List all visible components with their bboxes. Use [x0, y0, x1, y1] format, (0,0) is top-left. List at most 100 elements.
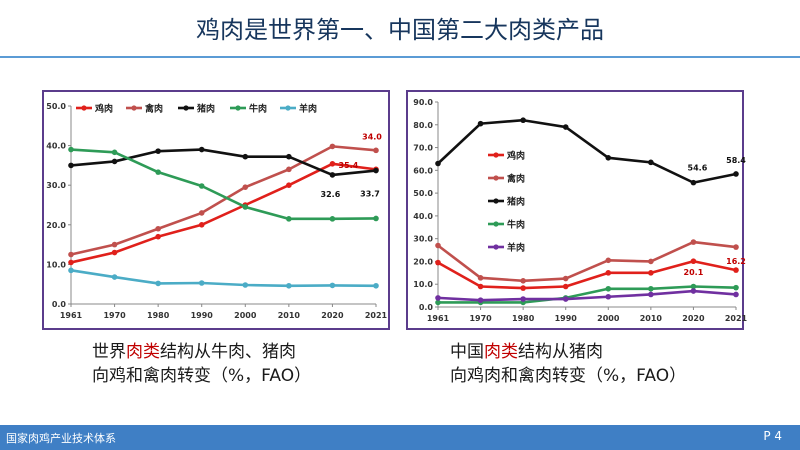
data-point [648, 159, 654, 166]
y-tick-label: 20.0 [413, 257, 433, 266]
data-point [242, 184, 249, 190]
data-point [329, 282, 336, 289]
data-point [242, 282, 249, 288]
caption-line-1: 世界肉类结构从牛肉、猪肉 [92, 340, 311, 364]
data-label: 33.7 [360, 190, 380, 199]
y-tick-label: 50.0 [413, 189, 433, 198]
legend-marker [493, 198, 499, 204]
caption-highlight: 肉类 [484, 342, 518, 362]
data-point [605, 270, 612, 276]
data-point [648, 285, 654, 292]
data-point [605, 155, 612, 161]
data-point [605, 257, 612, 264]
series-line-1 [437, 259, 737, 290]
data-point [373, 167, 379, 174]
data-point [155, 233, 161, 240]
data-point [733, 284, 739, 291]
data-point [111, 249, 118, 256]
china-meat-chart: 0.0 10.0 20.0 30.0 40.0 50.0 60.0 70.0 80.0 90.0 1… [406, 90, 748, 330]
legend-label: 禽肉 [144, 103, 163, 115]
data-point [111, 274, 118, 280]
legend-label: 牛肉 [507, 219, 525, 231]
x-tick-label: 2000 [597, 314, 620, 323]
y-tick-label: 80.0 [413, 121, 433, 130]
caption-line-2: 向鸡肉和禽肉转变（%，FAO） [450, 366, 687, 386]
x-tick-label: 2010 [640, 314, 663, 323]
data-point [286, 216, 292, 222]
data-point [562, 124, 569, 130]
legend-marker [493, 221, 499, 227]
data-point [286, 182, 292, 188]
caption-line-2: 向鸡和禽肉转变（%，FAO） [92, 366, 312, 386]
data-point [68, 146, 74, 153]
y-tick-label: 40.0 [46, 142, 66, 151]
y-tick-label: 90.0 [413, 98, 433, 107]
series-line-2 [70, 145, 377, 256]
series-line-3 [70, 148, 377, 177]
footer-bar: 国家肉鸡产业技术体系 P 4 [0, 425, 800, 450]
x-tick-label: 2000 [234, 311, 257, 320]
world-meat-chart-svg: 0.0 10.0 20.0 30.0 40.0 50.0 1961 1970 1980 1990 2… [46, 102, 388, 320]
data-point [198, 222, 205, 228]
caption-text: 结构从牛肉、猪肉 [160, 342, 296, 362]
series-line-2 [437, 240, 737, 283]
legend-marker [235, 105, 241, 111]
data-point [286, 166, 292, 173]
x-tick-label: 2010 [278, 311, 301, 320]
y-tick-label: 0.0 [52, 300, 67, 309]
world-chart-caption: 世界肉类结构从牛肉、猪肉 向鸡和禽肉转变（%，FAO） [92, 340, 311, 388]
caption-text: 世界 [92, 342, 126, 362]
data-point [733, 291, 739, 298]
x-tick-label: 1990 [555, 314, 578, 323]
y-tick-label: 60.0 [413, 166, 433, 175]
data-point [435, 259, 441, 266]
data-point [329, 216, 336, 222]
data-point [477, 283, 484, 290]
x-tick-label: 1970 [469, 314, 492, 323]
caption-text: 结构从猪肉 [518, 342, 603, 362]
legend-label: 猪肉 [506, 196, 525, 208]
x-tick-label: 2020 [682, 314, 705, 323]
data-point [155, 169, 161, 175]
legend-label: 鸡肉 [94, 103, 113, 115]
data-point [733, 267, 739, 273]
data-label: 32.6 [321, 190, 341, 199]
data-point [690, 179, 697, 186]
series-line-4 [438, 285, 737, 304]
legend-label: 羊肉 [507, 242, 525, 254]
data-point [329, 161, 336, 167]
data-point [373, 282, 379, 289]
data-point [68, 267, 74, 274]
legend-marker [493, 244, 499, 250]
data-point [329, 172, 336, 178]
x-tick-label: 1961 [427, 314, 450, 323]
world-meat-chart: 0.0 10.0 20.0 30.0 40.0 50.0 1961 1970 1980 1990 2… [42, 90, 390, 330]
data-point [68, 259, 74, 266]
caption-highlight: 肉类 [126, 342, 160, 362]
data-point [435, 299, 441, 306]
data-label: 16.2 [726, 257, 746, 266]
data-point [435, 295, 441, 301]
x-tick-label: 1980 [512, 314, 535, 323]
y-tick-label: 50.0 [46, 102, 66, 111]
data-point [242, 153, 249, 160]
caption-line-1: 中国肉类结构从猪肉 [450, 340, 686, 364]
x-tick-label: 2020 [321, 311, 344, 320]
data-point [68, 162, 74, 169]
data-point [648, 270, 654, 276]
data-point [520, 296, 526, 302]
data-point [605, 293, 612, 300]
data-point [111, 149, 118, 156]
series-line-1 [70, 162, 377, 264]
legend-marker [131, 105, 137, 111]
series-line-5 [437, 289, 737, 302]
data-point [155, 148, 161, 154]
y-tick-label: 40.0 [413, 212, 433, 221]
data-point [690, 288, 697, 294]
data-point [690, 283, 697, 290]
x-tick-label: 2021 [365, 311, 388, 320]
legend-marker [285, 105, 291, 111]
data-point [111, 241, 118, 248]
data-label: 35.4 [339, 161, 359, 170]
series-line-3 [437, 118, 737, 184]
